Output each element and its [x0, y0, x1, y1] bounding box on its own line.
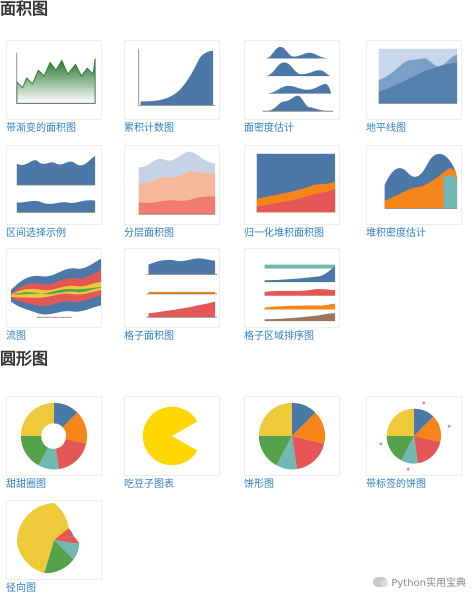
thumbnail-gradient-area[interactable] — [6, 40, 102, 120]
thumbnail-cumulative-count[interactable] — [124, 40, 220, 120]
gallery-item-stacked-density[interactable]: 堆积密度估计 — [366, 145, 466, 240]
thumbnail-stacked-density[interactable] — [366, 145, 462, 225]
caption-pacman[interactable]: 吃豆子图表 — [124, 479, 174, 490]
caption-normalized-stacked[interactable]: 归一化堆积面积图 — [244, 228, 324, 239]
normalized-stacked-area-icon — [256, 153, 336, 213]
density-area-icon — [262, 46, 334, 112]
thumbnail-horizon[interactable] — [366, 40, 462, 120]
caption-trellis-sort[interactable]: 格子区域排序图 — [244, 331, 314, 342]
radial-chart-icon — [16, 502, 80, 574]
caption-gradient-area[interactable]: 带渐变的面积图 — [6, 123, 76, 134]
caption-streamgraph[interactable]: 流图 — [6, 331, 26, 342]
gallery-item-cumulative-count[interactable]: 累积计数图 — [124, 40, 224, 135]
thumbnail-pacman[interactable] — [124, 396, 220, 476]
watermark-text: Python实用宝典 — [391, 578, 466, 589]
cumulative-area-icon — [138, 48, 216, 106]
gallery-item-pie[interactable]: 饼形图 — [244, 396, 344, 491]
gallery-item-pacman[interactable]: 吃豆子图表 — [124, 396, 224, 491]
gallery-item-trellis-sort[interactable]: 格子区域排序图 — [244, 248, 344, 343]
thumbnail-normalized-stacked[interactable] — [244, 145, 340, 225]
caption-horizon[interactable]: 地平线图 — [366, 123, 406, 134]
gallery-item-radial[interactable]: 径向图 — [6, 500, 106, 595]
caption-interval-selection[interactable]: 区间选择示例 — [6, 228, 66, 239]
pacman-chart-icon — [142, 406, 198, 466]
interval-selection-icon — [16, 155, 96, 213]
thumbnail-layered-area[interactable] — [124, 145, 220, 225]
trellis-sort-icon — [264, 264, 336, 322]
caption-layered-area[interactable]: 分层面积图 — [124, 228, 174, 239]
thumbnail-streamgraph[interactable] — [6, 248, 102, 328]
caption-pie-labels[interactable]: 带标签的饼图 — [366, 479, 426, 490]
caption-donut[interactable]: 甜甜圈图 — [6, 479, 46, 490]
gradient-area-icon — [16, 52, 96, 104]
caption-pie[interactable]: 饼形图 — [244, 479, 274, 490]
gallery-item-layered-area[interactable]: 分层面积图 — [124, 145, 224, 240]
thumbnail-pie[interactable] — [244, 396, 340, 476]
labeled-pie-icon — [379, 401, 451, 471]
gallery-item-trellis-area[interactable]: 格子面积图 — [124, 248, 224, 343]
thumbnail-trellis-area[interactable] — [124, 248, 220, 328]
gallery-item-streamgraph[interactable]: 流图 — [6, 248, 106, 343]
caption-radial[interactable]: 径向图 — [6, 583, 36, 594]
caption-cumulative-count[interactable]: 累积计数图 — [124, 123, 174, 134]
gallery-item-gradient-area[interactable]: 带渐变的面积图 — [6, 40, 106, 135]
thumbnail-pie-labels[interactable] — [366, 396, 462, 476]
pie-chart-icon — [258, 402, 326, 470]
layered-area-icon — [138, 151, 216, 215]
donut-chart-icon — [20, 402, 88, 470]
thumbnail-trellis-sort[interactable] — [244, 248, 340, 328]
gallery-item-donut[interactable]: 甜甜圈图 — [6, 396, 106, 491]
gallery-item-interval-selection[interactable]: 区间选择示例 — [6, 145, 106, 240]
streamgraph-icon — [10, 258, 101, 318]
gallery-item-horizon[interactable]: 地平线图 — [366, 40, 466, 135]
thumbnail-donut[interactable] — [6, 396, 102, 476]
stacked-density-icon — [384, 153, 458, 209]
wechat-icon — [373, 576, 389, 587]
caption-trellis-area[interactable]: 格子面积图 — [124, 331, 174, 342]
trellis-area-icon — [146, 258, 218, 318]
section-title-area: 面积图 — [0, 0, 49, 18]
horizon-chart-icon — [378, 48, 458, 104]
thumbnail-radial[interactable] — [6, 500, 102, 580]
caption-stacked-density[interactable]: 堆积密度估计 — [366, 228, 426, 239]
caption-area-density[interactable]: 面密度估计 — [244, 123, 294, 134]
section-title-circle: 圆形图 — [0, 349, 49, 368]
gallery-item-normalized-stacked[interactable]: 归一化堆积面积图 — [244, 145, 344, 240]
thumbnail-interval-selection[interactable] — [6, 145, 102, 225]
gallery-item-area-density[interactable]: 面密度估计 — [244, 40, 344, 135]
gallery-item-pie-labels[interactable]: 带标签的饼图 — [366, 396, 466, 491]
thumbnail-area-density[interactable] — [244, 40, 340, 120]
watermark: Python实用宝典 — [373, 574, 466, 589]
